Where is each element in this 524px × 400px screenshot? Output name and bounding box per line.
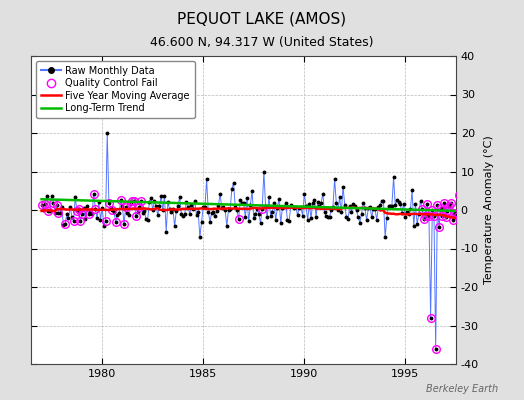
Text: Berkeley Earth: Berkeley Earth xyxy=(425,384,498,394)
Text: 46.600 N, 94.317 W (United States): 46.600 N, 94.317 W (United States) xyxy=(150,36,374,49)
Y-axis label: Temperature Anomaly (°C): Temperature Anomaly (°C) xyxy=(484,136,495,284)
Text: PEQUOT LAKE (AMOS): PEQUOT LAKE (AMOS) xyxy=(178,12,346,27)
Legend: Raw Monthly Data, Quality Control Fail, Five Year Moving Average, Long-Term Tren: Raw Monthly Data, Quality Control Fail, … xyxy=(36,61,195,118)
